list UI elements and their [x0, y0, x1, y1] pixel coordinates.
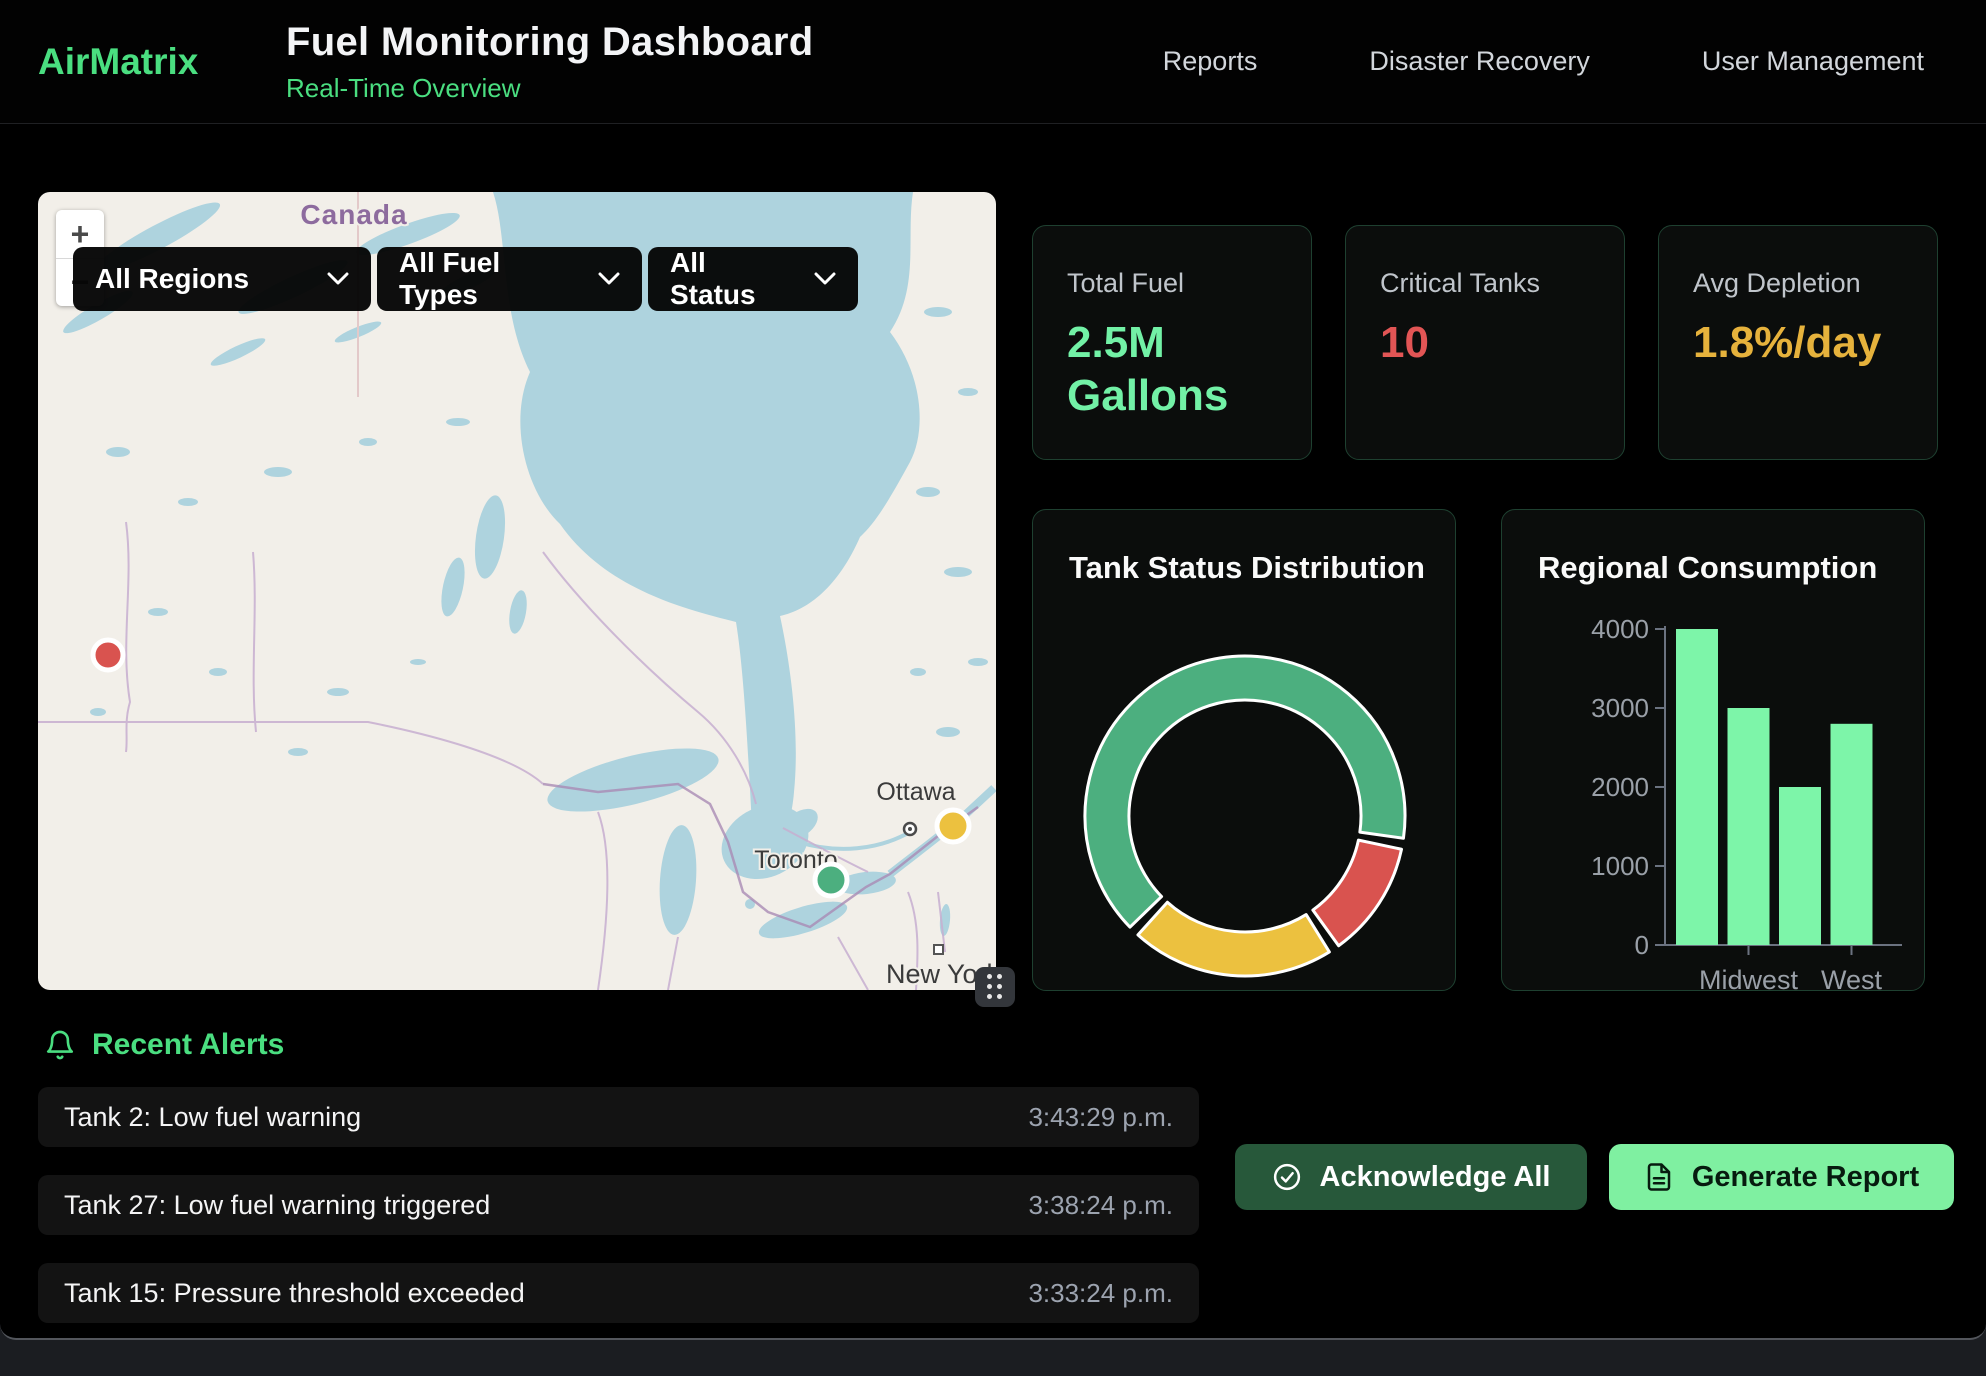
- alert-row: Tank 2: Low fuel warning 3:43:29 p.m.: [38, 1087, 1199, 1147]
- check-circle-icon: [1272, 1162, 1302, 1192]
- stat-value: 10: [1380, 317, 1590, 370]
- y-tick-label: 4000: [1591, 614, 1649, 644]
- y-tick-label: 0: [1635, 930, 1649, 960]
- ottawa-town-dot: [908, 827, 912, 831]
- nav-item-user-management[interactable]: User Management: [1702, 46, 1924, 77]
- map-canvas[interactable]: Canada Ottawa Toronto New York + −: [38, 192, 996, 990]
- map-marker-warning[interactable]: [937, 810, 969, 842]
- acknowledge-all-label: Acknowledge All: [1320, 1161, 1551, 1194]
- y-tick-label: 1000: [1591, 851, 1649, 881]
- stat-value: 2.5M Gallons: [1067, 317, 1277, 423]
- alert-message: Tank 27: Low fuel warning triggered: [64, 1190, 490, 1221]
- status-filter-value: All Status: [670, 247, 788, 311]
- stat-card-total-fuel: Total Fuel 2.5M Gallons: [1032, 225, 1312, 460]
- stat-label: Critical Tanks: [1380, 268, 1590, 299]
- stat-label: Avg Depletion: [1693, 268, 1903, 299]
- y-tick-label: 3000: [1591, 693, 1649, 723]
- acknowledge-all-button[interactable]: Acknowledge All: [1235, 1144, 1587, 1210]
- alert-timestamp: 3:43:29 p.m.: [1028, 1102, 1173, 1133]
- map-panel: Canada Ottawa Toronto New York + −: [38, 192, 996, 990]
- app-header: AirMatrix Fuel Monitoring Dashboard Real…: [0, 0, 1986, 124]
- alerts-header: Recent Alerts: [44, 1028, 284, 1062]
- donut-segment-critical: [1313, 840, 1402, 946]
- map-marker-normal[interactable]: [815, 864, 847, 896]
- y-tick-label: 2000: [1591, 772, 1649, 802]
- alert-timestamp: 3:33:24 p.m.: [1028, 1278, 1173, 1309]
- map-artwork: Canada Ottawa Toronto New York: [38, 192, 996, 990]
- page-subtitle: Real-Time Overview: [286, 73, 813, 104]
- map-label-ottawa: Ottawa: [876, 778, 955, 806]
- status-filter-dropdown[interactable]: All Status: [648, 247, 858, 311]
- document-icon: [1644, 1162, 1674, 1192]
- chevron-down-icon: [814, 272, 836, 286]
- fuel-type-filter-value: All Fuel Types: [399, 247, 572, 311]
- map-filterbar: All Regions All Fuel Types All Status: [73, 247, 858, 311]
- x-tick-label: West: [1821, 965, 1883, 992]
- alert-message: Tank 2: Low fuel warning: [64, 1102, 361, 1133]
- bell-icon: [44, 1028, 76, 1062]
- chevron-down-icon: [598, 272, 620, 286]
- generate-report-label: Generate Report: [1692, 1161, 1919, 1194]
- bar: [1779, 787, 1821, 945]
- alert-row: Tank 27: Low fuel warning triggered 3:38…: [38, 1175, 1199, 1235]
- alerts-title: Recent Alerts: [92, 1028, 284, 1062]
- bar: [1676, 629, 1718, 945]
- chevron-down-icon: [327, 272, 349, 286]
- title-block: Fuel Monitoring Dashboard Real-Time Over…: [286, 20, 813, 104]
- alert-message: Tank 15: Pressure threshold exceeded: [64, 1278, 525, 1309]
- x-tick-label: Midwest: [1699, 965, 1799, 992]
- region-filter-dropdown[interactable]: All Regions: [73, 247, 371, 311]
- map-resize-handle[interactable]: [975, 967, 1015, 1007]
- newyork-town-icon: [934, 945, 943, 954]
- region-filter-value: All Regions: [95, 263, 301, 295]
- stat-card-avg-depletion: Avg Depletion 1.8%/day: [1658, 225, 1938, 460]
- map-label-canada: Canada: [300, 199, 407, 230]
- brand-logo: AirMatrix: [38, 41, 268, 83]
- stat-value: 1.8%/day: [1693, 317, 1903, 370]
- dashboard-root: AirMatrix Fuel Monitoring Dashboard Real…: [0, 0, 1986, 1340]
- bar: [1728, 708, 1770, 945]
- donut-chart: [1033, 510, 1457, 992]
- alert-row: Tank 15: Pressure threshold exceeded 3:3…: [38, 1263, 1199, 1323]
- map-marker-critical[interactable]: [93, 640, 123, 670]
- stat-card-critical-tanks: Critical Tanks 10: [1345, 225, 1625, 460]
- regional-consumption-chart-card: Regional Consumption 01000200030004000Mi…: [1501, 509, 1925, 991]
- main-nav: Reports Disaster Recovery User Managemen…: [1163, 46, 1924, 77]
- stat-label: Total Fuel: [1067, 268, 1277, 299]
- nav-item-reports[interactable]: Reports: [1163, 46, 1258, 77]
- fuel-type-filter-dropdown[interactable]: All Fuel Types: [377, 247, 642, 311]
- tank-status-chart-card: Tank Status Distribution: [1032, 509, 1456, 991]
- bar-chart: 0 1000 2000 3000 4000 Midwest West: [1502, 510, 1926, 992]
- alert-timestamp: 3:38:24 p.m.: [1028, 1190, 1173, 1221]
- bar: [1831, 724, 1873, 945]
- page-title: Fuel Monitoring Dashboard: [286, 20, 813, 65]
- donut-segment-warning: [1138, 902, 1329, 976]
- nav-item-disaster-recovery[interactable]: Disaster Recovery: [1369, 46, 1590, 77]
- generate-report-button[interactable]: Generate Report: [1609, 1144, 1954, 1210]
